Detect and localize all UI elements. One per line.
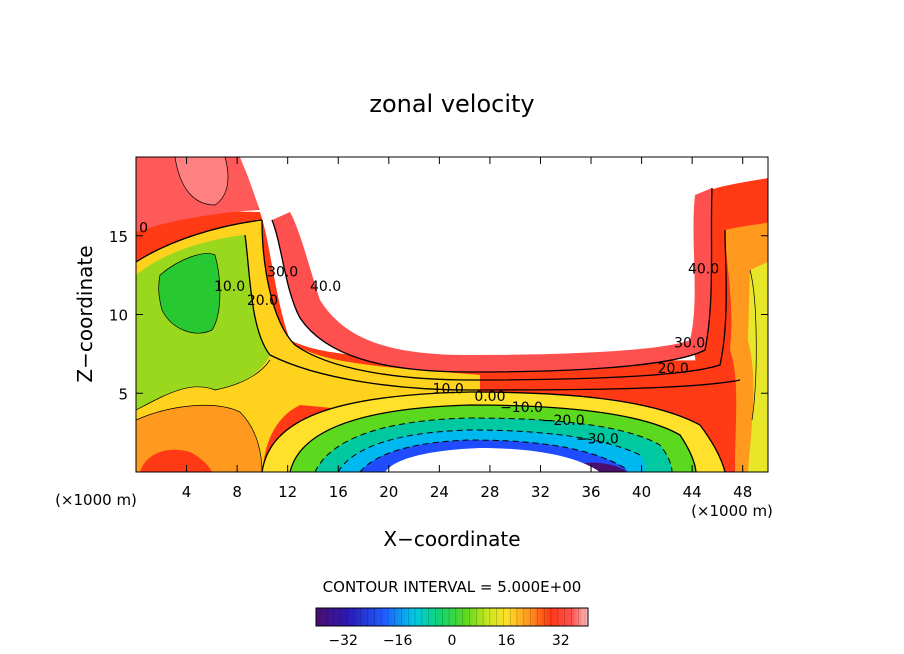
field-lower-left-red [140,449,212,472]
colorbar-frame [315,607,589,627]
x-tick-label: 40 [632,483,651,501]
contour-label: −20.0 [542,413,585,429]
contour-label: 30.0 [267,265,298,281]
colorbar: −32 −16 0 16 32 [315,607,589,649]
y-axis-title: Z−coordinate [73,245,97,382]
colorbar-tick-overlay [316,608,588,626]
colorbar-tick-label: −16 [383,633,413,649]
y-axis-ticks: 5 10 15 [109,228,768,403]
x-tick-label: 12 [278,483,297,501]
z-unit-label: (×1000 m) [55,491,137,509]
colorbar-tick-labels: −32 −16 0 16 32 [328,633,569,649]
x-axis-ticks: 4 8 12 16 20 24 28 32 36 40 44 48 [182,157,752,501]
x-tick-label: 20 [379,483,398,501]
colorbar-tick-label: 16 [497,633,515,649]
contour-label: 0 [139,221,148,237]
contour-label: −10.0 [500,400,543,416]
field-red-rim [272,188,712,372]
field-left-green-core [158,253,220,334]
x-axis-title: X−coordinate [383,527,520,551]
x-tick-label: 36 [581,483,600,501]
colorbar-tick-label: 32 [552,633,570,649]
contour-interval-text: CONTOUR INTERVAL = 5.000E+00 [323,578,582,596]
x-tick-label: 32 [531,483,550,501]
contour-label: 10.0 [214,279,245,295]
field-bottom-void [385,448,600,472]
x-unit-label: (×1000 m) [691,502,773,520]
x-tick-label: 24 [430,483,449,501]
x-tick-label: 4 [182,483,192,501]
x-tick-label: 44 [683,483,702,501]
contour-label: 10.0 [433,381,464,397]
contour-lines [136,157,757,472]
contour-label: 20.0 [247,293,278,309]
contour-label: −30.0 [576,432,619,448]
x-tick-label: 28 [480,483,499,501]
field-upper-void [240,157,768,355]
colorbar-tick-label: 0 [448,633,457,649]
colorbar-tick-label: −32 [328,633,358,649]
y-tick-label: 5 [118,385,128,403]
field-top-left-light [175,157,228,205]
x-tick-label: 16 [329,483,348,501]
velocity-field: 10.020.030.040.040.030.020.010.0 0.00−10.… [136,157,768,472]
contour-label: 40.0 [688,262,719,278]
contour-label: 0.00 [474,389,505,405]
y-tick-label: 10 [109,307,128,325]
contour-label-layer: 10.020.030.040.040.030.020.010.0 0.00−10.… [139,221,719,448]
contour-label: 30.0 [674,336,705,352]
contour-label: 20.0 [658,361,689,377]
y-tick-label: 15 [109,228,128,246]
chart-title: zonal velocity [369,90,534,118]
x-tick-label: 8 [232,483,242,501]
x-tick-label: 48 [733,483,752,501]
contour-label: 40.0 [310,279,341,295]
